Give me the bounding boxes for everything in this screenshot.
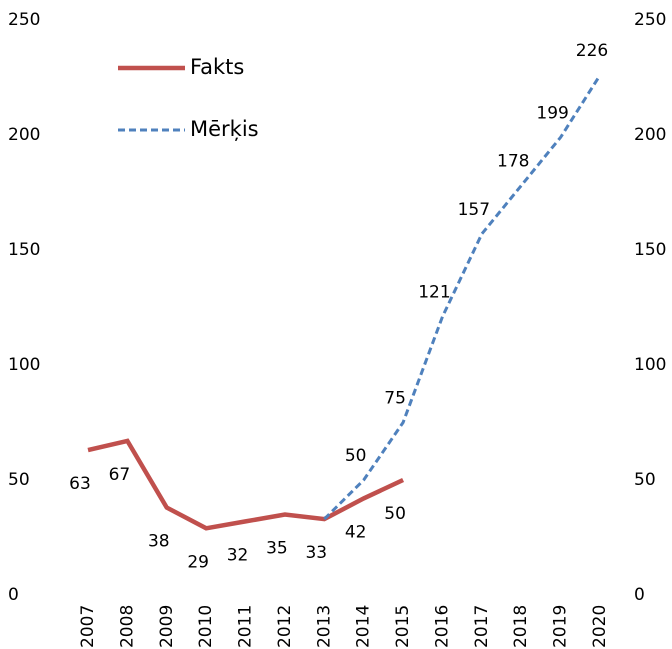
x-tick-label: 2015	[393, 605, 413, 648]
data-label: 157	[458, 200, 490, 220]
y2-tick-label: 50	[634, 470, 656, 490]
y-tick-label: 100	[8, 355, 40, 375]
legend-label: Fakts	[190, 55, 244, 79]
data-label: 178	[497, 152, 529, 172]
y2-tick-label: 250	[634, 10, 666, 30]
y2-tick-label: 200	[634, 125, 666, 145]
data-label: 75	[384, 389, 406, 409]
y2-tick-label: 150	[634, 240, 666, 260]
x-tick-label: 2008	[117, 605, 137, 648]
data-label: 226	[576, 41, 608, 61]
x-tick-label: 2019	[551, 605, 571, 648]
y2-tick-label: 0	[634, 585, 645, 605]
y-tick-label: 50	[8, 470, 30, 490]
data-label: 50	[384, 504, 406, 524]
x-tick-label: 2017	[472, 605, 492, 648]
y2-tick-label: 100	[634, 355, 666, 375]
x-tick-label: 2012	[275, 605, 295, 648]
data-label: 63	[69, 474, 91, 494]
y-tick-label: 150	[8, 240, 40, 260]
series-line	[323, 74, 602, 521]
legend-label: Mērķis	[190, 117, 259, 141]
data-label: 38	[148, 532, 170, 552]
data-label: 121	[418, 283, 450, 303]
x-tick-label: 2014	[354, 605, 374, 648]
data-label: 29	[187, 552, 209, 572]
data-label: 50	[345, 446, 367, 466]
x-tick-label: 2020	[590, 605, 610, 648]
x-tick-label: 2010	[196, 605, 216, 648]
y-tick-label: 250	[8, 10, 40, 30]
data-label: 33	[305, 543, 327, 563]
data-label: 32	[227, 545, 249, 565]
x-tick-label: 2018	[511, 605, 531, 648]
data-label: 67	[109, 465, 131, 485]
x-tick-label: 2016	[432, 605, 452, 648]
data-label: 199	[536, 103, 568, 123]
y-tick-label: 0	[8, 585, 19, 605]
x-tick-label: 2013	[314, 605, 334, 648]
x-tick-label: 2009	[157, 605, 177, 648]
x-tick-label: 2011	[236, 605, 256, 648]
data-label: 42	[345, 522, 367, 542]
series-line	[87, 438, 405, 531]
y-tick-label: 200	[8, 125, 40, 145]
data-label: 35	[266, 539, 288, 559]
x-tick-label: 2007	[78, 605, 98, 648]
